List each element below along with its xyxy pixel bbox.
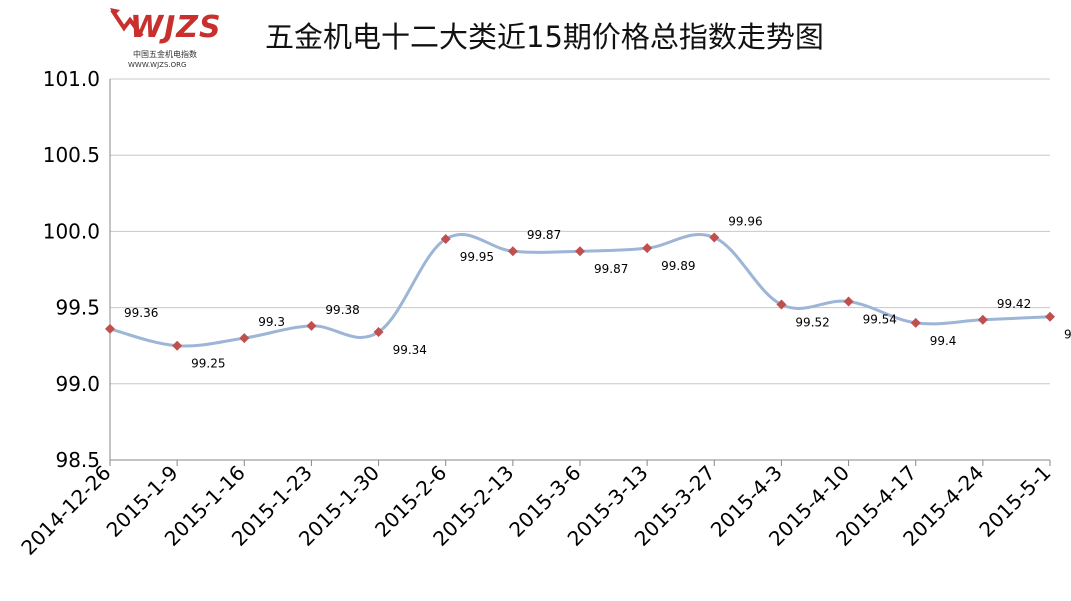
x-tick-label: 2014-12-26 xyxy=(16,461,115,560)
x-tick-label: 2015-5-1 xyxy=(974,461,1055,542)
logo-subtitle: 中国五金机电指数 xyxy=(133,50,197,59)
logo-word: WJZS xyxy=(130,10,222,45)
data-point xyxy=(575,246,585,257)
data-point xyxy=(440,234,451,245)
data-label: 99.54 xyxy=(863,313,897,327)
data-label: 99.87 xyxy=(527,228,561,242)
y-tick-label: 99.5 xyxy=(55,296,100,320)
y-tick-label: 101.0 xyxy=(43,67,100,91)
logo-url: WWW.WJZS.ORG xyxy=(128,61,187,69)
data-label: 99.34 xyxy=(393,343,427,357)
data-point xyxy=(709,232,720,243)
data-point xyxy=(977,314,988,325)
data-point xyxy=(1045,311,1055,322)
logo: WJZS 中国五金机电指数 WWW.WJZS.ORG xyxy=(108,6,228,72)
data-label: 99.96 xyxy=(728,214,762,228)
data-label: 99.25 xyxy=(191,357,225,371)
data-label: 99.95 xyxy=(460,250,494,264)
data-point xyxy=(843,296,854,307)
data-label: 99.52 xyxy=(795,316,829,330)
y-tick-label: 100.5 xyxy=(43,143,100,167)
data-label: 99.38 xyxy=(325,303,359,317)
chart-title: 五金机电十二大类近15期价格总指数走势图 xyxy=(265,20,824,54)
data-point xyxy=(172,340,183,351)
data-point xyxy=(642,243,653,254)
data-label: 99.3 xyxy=(258,315,285,329)
data-point xyxy=(239,333,250,344)
y-tick-label: 99.0 xyxy=(55,372,100,396)
data-point xyxy=(507,246,518,257)
data-label: 99.89 xyxy=(661,259,695,273)
data-label: 99.42 xyxy=(997,297,1031,311)
data-point xyxy=(306,320,317,331)
data-label: 99.36 xyxy=(124,306,158,320)
y-tick-label: 100.0 xyxy=(43,219,100,243)
data-point xyxy=(373,326,384,337)
data-label: 99.44 xyxy=(1064,328,1071,342)
logo-arrow-icon xyxy=(110,8,144,38)
data-label: 99.4 xyxy=(930,334,957,348)
data-point xyxy=(105,323,115,334)
data-label: 99.87 xyxy=(594,262,628,276)
data-point xyxy=(910,317,921,328)
data-point xyxy=(776,299,787,310)
y-tick-label: 98.5 xyxy=(55,448,100,472)
